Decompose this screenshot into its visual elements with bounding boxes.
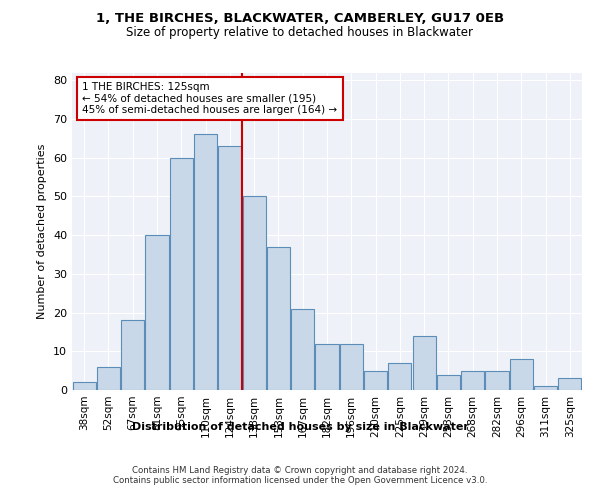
Text: 1, THE BIRCHES, BLACKWATER, CAMBERLEY, GU17 0EB: 1, THE BIRCHES, BLACKWATER, CAMBERLEY, G… <box>96 12 504 26</box>
Bar <box>267 246 290 390</box>
Bar <box>437 374 460 390</box>
Bar <box>121 320 144 390</box>
Bar <box>388 363 412 390</box>
Bar <box>291 308 314 390</box>
Bar <box>534 386 557 390</box>
Bar <box>340 344 363 390</box>
Bar <box>97 367 120 390</box>
Bar <box>170 158 193 390</box>
Bar <box>413 336 436 390</box>
Text: 1 THE BIRCHES: 125sqm
← 54% of detached houses are smaller (195)
45% of semi-det: 1 THE BIRCHES: 125sqm ← 54% of detached … <box>82 82 337 115</box>
Bar <box>145 235 169 390</box>
Bar <box>485 370 509 390</box>
Text: Distribution of detached houses by size in Blackwater: Distribution of detached houses by size … <box>131 422 469 432</box>
Bar <box>510 359 533 390</box>
Bar <box>559 378 581 390</box>
Bar <box>218 146 241 390</box>
Bar <box>242 196 266 390</box>
Bar <box>73 382 95 390</box>
Y-axis label: Number of detached properties: Number of detached properties <box>37 144 47 319</box>
Text: Contains public sector information licensed under the Open Government Licence v3: Contains public sector information licen… <box>113 476 487 485</box>
Bar <box>194 134 217 390</box>
Text: Size of property relative to detached houses in Blackwater: Size of property relative to detached ho… <box>127 26 473 39</box>
Text: Contains HM Land Registry data © Crown copyright and database right 2024.: Contains HM Land Registry data © Crown c… <box>132 466 468 475</box>
Bar <box>461 370 484 390</box>
Bar <box>316 344 338 390</box>
Bar <box>364 370 387 390</box>
